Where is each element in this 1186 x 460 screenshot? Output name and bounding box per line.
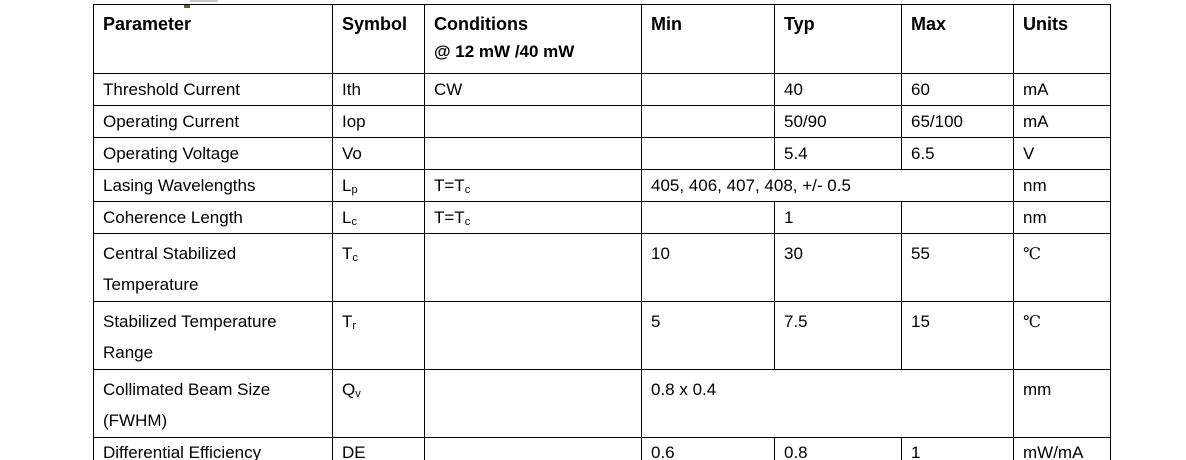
param-cell: Collimated Beam Size (FWHM) [93, 369, 333, 438]
units-cell: mW/mA [1013, 437, 1111, 460]
min-cell: 10 [641, 233, 775, 302]
row-coherence-length: Coherence Length Lc T=Tc 1 nm [93, 201, 1111, 234]
max-cell: 55 [901, 233, 1014, 302]
conditions-cell [424, 105, 642, 138]
symbol-cell: Lp [332, 169, 425, 202]
row-stabilized-temperature-range: Stabilized Temperature Range Tr 5 7.5 15 … [93, 301, 1111, 370]
typ-cell: 1 [774, 201, 902, 234]
header-units: Units [1013, 4, 1111, 74]
units-cell: mA [1013, 105, 1111, 138]
row-collimated-beam-size: Collimated Beam Size (FWHM) Qv 0.8 x 0.4 … [93, 369, 1111, 438]
param-cell: Threshold Current [93, 73, 333, 106]
header-min: Min [641, 4, 775, 74]
max-cell [901, 201, 1014, 234]
symbol-cell: Tr [332, 301, 425, 370]
units-cell: V [1013, 137, 1111, 170]
min-cell [641, 105, 775, 138]
typ-cell: 50/90 [774, 105, 902, 138]
symbol-cell: Qv [332, 369, 425, 438]
typ-cell: 5.4 [774, 137, 902, 170]
conditions-cell [424, 437, 642, 460]
header-conditions-line1: Conditions [434, 14, 528, 34]
param-cell: Operating Voltage [93, 137, 333, 170]
row-lasing-wavelengths: Lasing Wavelengths Lp T=Tc 405, 406, 407… [93, 169, 1111, 202]
min-cell: 5 [641, 301, 775, 370]
conditions-cell [424, 137, 642, 170]
row-central-stabilized-temperature: Central Stabilized Temperature Tc 10 30 5… [93, 233, 1111, 302]
conditions-cell: CW [424, 73, 642, 106]
units-cell: nm [1013, 169, 1111, 202]
header-typ: Typ [774, 4, 902, 74]
max-cell: 1 [901, 437, 1014, 460]
symbol-cell: Lc [332, 201, 425, 234]
conditions-cell [424, 301, 642, 370]
units-cell: mA [1013, 73, 1111, 106]
typ-cell: 7.5 [774, 301, 902, 370]
max-cell: 15 [901, 301, 1014, 370]
min-cell [641, 73, 775, 106]
typ-cell: 0.8 [774, 437, 902, 460]
max-cell: 6.5 [901, 137, 1014, 170]
row-operating-voltage: Operating Voltage Vo 5.4 6.5 V [93, 137, 1111, 170]
units-cell: ℃ [1013, 233, 1111, 302]
units-cell: ℃ [1013, 301, 1111, 370]
symbol-cell: Ith [332, 73, 425, 106]
min-cell [641, 137, 775, 170]
param-cell: Central Stabilized Temperature [93, 233, 333, 302]
units-cell: nm [1013, 201, 1111, 234]
min-cell: 0.6 [641, 437, 775, 460]
max-cell: 60 [901, 73, 1014, 106]
typ-cell: 40 [774, 73, 902, 106]
symbol-cell: Tc [332, 233, 425, 302]
page-scan-artifact [190, 0, 218, 2]
table-header-row: Parameter Symbol Conditions @ 12 mW /40 … [93, 4, 1111, 74]
param-cell: Stabilized Temperature Range [93, 301, 333, 370]
conditions-cell [424, 233, 642, 302]
param-cell: Differential Efficiency [93, 437, 333, 460]
conditions-cell: T=Tc [424, 201, 642, 234]
symbol-cell: Vo [332, 137, 425, 170]
typ-cell: 30 [774, 233, 902, 302]
merged-value-cell: 0.8 x 0.4 [641, 369, 1014, 438]
symbol-cell: DE [332, 437, 425, 460]
param-cell: Operating Current [93, 105, 333, 138]
units-cell: mm [1013, 369, 1111, 438]
symbol-cell: Iop [332, 105, 425, 138]
header-conditions: Conditions @ 12 mW /40 mW [424, 4, 642, 74]
row-operating-current: Operating Current Iop 50/90 65/100 mA [93, 105, 1111, 138]
header-conditions-line2: @ 12 mW /40 mW [434, 42, 575, 61]
header-symbol: Symbol [332, 4, 425, 74]
param-cell: Lasing Wavelengths [93, 169, 333, 202]
min-cell [641, 201, 775, 234]
param-cell: Coherence Length [93, 201, 333, 234]
conditions-cell: T=Tc [424, 169, 642, 202]
max-cell: 65/100 [901, 105, 1014, 138]
row-threshold-current: Threshold Current Ith CW 40 60 mA [93, 73, 1111, 106]
merged-value-cell: 405, 406, 407, 408, +/- 0.5 [641, 169, 1014, 202]
laser-spec-table: Parameter Symbol Conditions @ 12 mW /40 … [93, 4, 1111, 460]
header-max: Max [901, 4, 1014, 74]
conditions-cell [424, 369, 642, 438]
row-differential-efficiency: Differential Efficiency DE 0.6 0.8 1 mW/… [93, 437, 1111, 460]
header-parameter: Parameter [93, 4, 333, 74]
